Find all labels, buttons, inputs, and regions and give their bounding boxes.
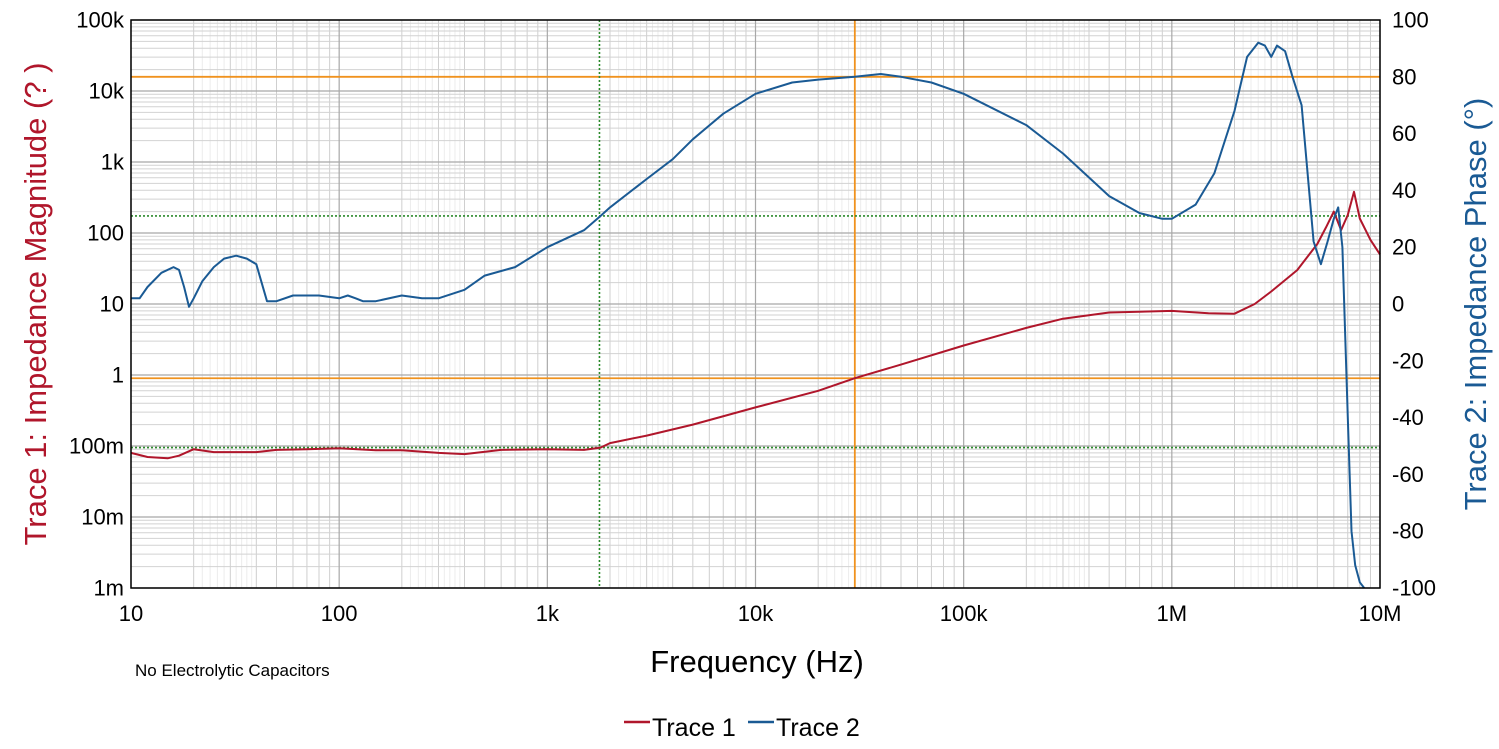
y-left-tick-label: 1 — [112, 363, 124, 388]
y-right-tick-label: -40 — [1392, 405, 1424, 430]
x-tick-label: 100k — [940, 601, 989, 626]
y-right-tick-label: 60 — [1392, 121, 1416, 146]
chart-annotation: No Electrolytic Capacitors — [135, 661, 330, 680]
y-right-tick-label: 100 — [1392, 8, 1429, 33]
x-tick-label: 1M — [1157, 601, 1188, 626]
x-tick-label: 10k — [738, 601, 774, 626]
y-right-tick-label: 0 — [1392, 292, 1404, 317]
y-left-tick-label: 10k — [89, 79, 125, 104]
y-left-tick-label: 100k — [76, 8, 125, 33]
y-right-tick-label: 80 — [1392, 64, 1416, 89]
legend-label-trace-2: Trace 2 — [776, 714, 860, 742]
y-left-tick-label: 10m — [81, 505, 124, 530]
y-left-tick-label: 1m — [93, 576, 124, 601]
x-tick-label: 10 — [119, 601, 143, 626]
y-right-tick-labels: 100 80 60 40 20 0 -20 -40 -60 -80 -100 — [1392, 8, 1436, 601]
y-left-tick-label: 100m — [69, 434, 124, 459]
y-right-tick-label: -20 — [1392, 348, 1424, 373]
y-right-axis-label: Trace 2: Impedance Phase (°) — [1458, 98, 1493, 511]
y-right-tick-label: -60 — [1392, 462, 1424, 487]
y-right-tick-label: -80 — [1392, 519, 1424, 544]
x-tick-labels: 10 100 1k 10k 100k 1M 10M — [119, 601, 1402, 626]
legend-label-trace-1: Trace 1 — [652, 714, 736, 742]
x-tick-label: 100 — [321, 601, 358, 626]
legend: Trace 1 Trace 2 — [624, 714, 860, 742]
y-left-axis-label: Trace 1: Impedance Magnitude (? ) — [18, 62, 53, 545]
x-tick-label: 1k — [536, 601, 560, 626]
x-axis-label: Frequency (Hz) — [650, 644, 864, 679]
series-line-trace-2 — [131, 41, 1365, 589]
x-tick-label: 10M — [1359, 601, 1402, 626]
y-left-tick-label: 10 — [100, 292, 124, 317]
series-lines — [130, 41, 1381, 589]
y-left-tick-label: 1k — [101, 150, 125, 175]
plot-frame — [130, 19, 1381, 589]
y-left-tick-labels: 100k 10k 1k 100 10 1 100m 10m 1m — [69, 8, 125, 601]
y-right-tick-label: -100 — [1392, 576, 1436, 601]
major-grid — [130, 19, 1381, 589]
y-right-tick-label: 20 — [1392, 235, 1416, 260]
y-left-tick-label: 100 — [87, 221, 124, 246]
y-right-tick-label: 40 — [1392, 178, 1416, 203]
series-line-trace-1 — [130, 190, 1381, 460]
